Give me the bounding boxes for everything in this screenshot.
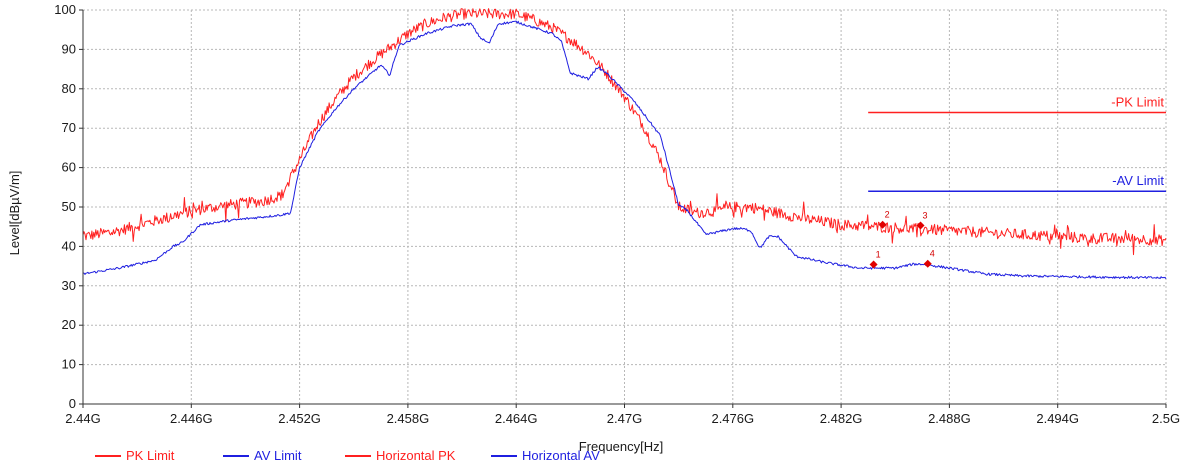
x-tick-label: 2.464G [495,411,538,426]
x-tick-label: 2.458G [387,411,430,426]
series [82,8,1167,280]
x-tick-label: 2.476G [711,411,754,426]
legend-label: PK Limit [126,448,175,463]
y-tick-label: 100 [54,2,76,17]
legend-label: Horizontal AV [522,448,600,463]
x-tick-label: 2.488G [928,411,971,426]
y-tick-label: 30 [62,278,76,293]
y-tick-label: 80 [62,81,76,96]
markers: 1 2 3 4 [869,210,935,269]
marker-3 [916,221,925,230]
x-tick-label: 2.446G [170,411,213,426]
y-tick-label: 40 [62,238,76,253]
y-tick-label: 90 [62,41,76,56]
x-tick-label: 2.44G [65,411,100,426]
x-tick-label: 2.452G [278,411,321,426]
limit-label-av: -AV Limit [1112,173,1164,188]
legend-label: AV Limit [254,448,302,463]
axes: 0 10 20 30 40 50 60 70 80 90 100 2.44G 2.446G 2.452G 2… [54,2,1180,426]
y-tick-label: 10 [62,357,76,372]
y-tick-label: 0 [69,396,76,411]
legend: PK Limit AV Limit Horizontal PK Horizontal … [95,448,600,463]
grid [82,9,1167,405]
x-tick-label: 2.482G [820,411,863,426]
y-tick-label: 70 [62,120,76,135]
y-tick-label: 50 [62,199,76,214]
x-tick-label: 2.47G [607,411,642,426]
legend-label: Horizontal PK [376,448,456,463]
marker-1 [869,260,878,269]
y-tick-label: 60 [62,160,76,175]
marker-label-3: 3 [923,211,928,221]
y-tick-label: 20 [62,317,76,332]
marker-label-1: 1 [876,250,881,260]
limit-lines: -PK Limit -AV Limit [868,94,1166,192]
series-horizontal-pk [82,8,1167,256]
x-tick-label: 2.5G [1152,411,1180,426]
marker-label-4: 4 [930,249,935,259]
marker-4 [923,259,932,268]
marker-label-2: 2 [885,210,890,220]
series-horizontal-av [82,20,1167,280]
x-tick-label: 2.494G [1036,411,1079,426]
x-axis-title: Frequency[Hz] [579,439,664,454]
y-axis-title: Level[dBµV/m] [7,171,22,256]
limit-label-pk: -PK Limit [1111,94,1164,109]
marker-2 [878,220,887,229]
